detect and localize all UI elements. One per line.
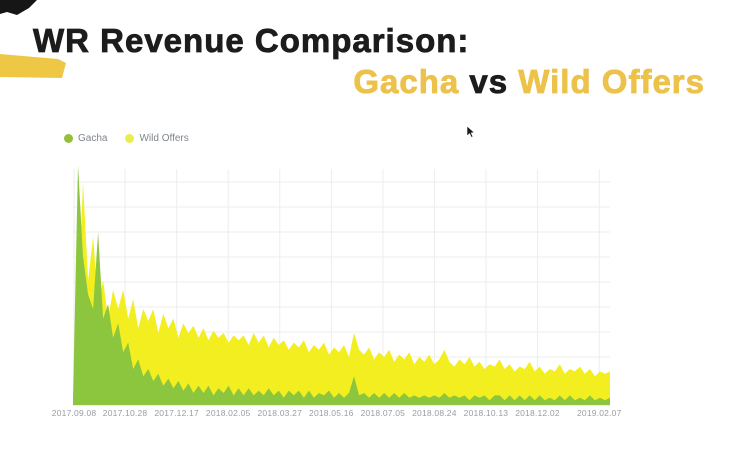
legend-item-gacha[interactable]: Gacha xyxy=(64,133,107,144)
mouse-cursor-icon xyxy=(466,125,476,138)
title-gacha: Gacha xyxy=(353,63,460,101)
chart-legend: Gacha Wild Offers xyxy=(64,133,189,144)
legend-item-wild-offers[interactable]: Wild Offers xyxy=(125,133,189,144)
corner-logo-mark xyxy=(0,0,37,15)
area-series-gacha xyxy=(73,165,610,405)
title-vs: vs xyxy=(459,63,519,101)
title-wild-offers: Wild Offers xyxy=(518,63,705,101)
legend-label: Wild Offers xyxy=(139,133,189,144)
page-title-line2: Gacha vs Wild Offers xyxy=(353,63,705,101)
legend-dot xyxy=(125,134,135,143)
area-series-wild-offers xyxy=(73,181,610,405)
legend-dot xyxy=(64,134,73,143)
page-title-line1: WR Revenue Comparison: xyxy=(33,22,470,60)
highlight-swoosh xyxy=(0,54,66,78)
legend-label: Gacha xyxy=(78,133,108,144)
